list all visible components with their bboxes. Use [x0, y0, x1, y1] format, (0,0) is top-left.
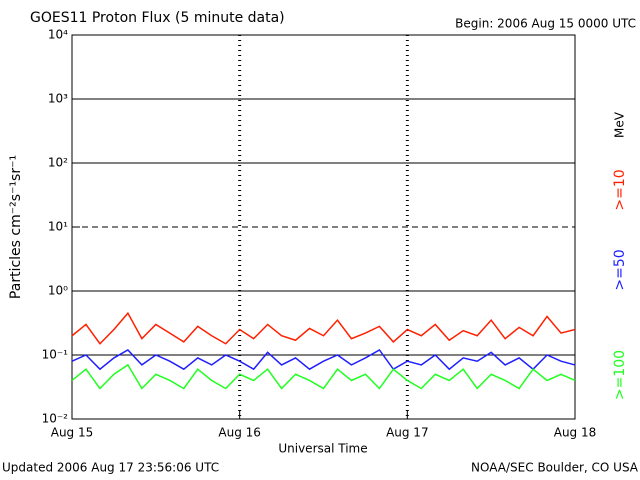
- x-tick-label: Aug 17: [386, 426, 429, 440]
- y-tick-label: 10⁴: [48, 28, 68, 42]
- legend-unit: MeV: [613, 111, 627, 138]
- x-tick-label: Aug 18: [554, 426, 597, 440]
- legend-entry: >=50: [612, 249, 628, 290]
- series-line: [71, 363, 576, 390]
- series-line: [71, 348, 576, 371]
- legend-entry: >=100: [612, 350, 628, 400]
- legend-entry: >=10: [612, 169, 628, 210]
- chart-subtitle: Begin: 2006 Aug 15 0000 UTC: [455, 17, 636, 31]
- series-line: [71, 311, 576, 345]
- footer-left: Updated 2006 Aug 17 23:56:06 UTC: [2, 461, 219, 475]
- y-tick-label: 10²: [48, 156, 68, 170]
- y-tick-label: 10⁻²: [42, 412, 69, 426]
- y-tick-label: 10³: [48, 92, 68, 106]
- x-tick-label: Aug 15: [51, 426, 94, 440]
- x-tick-label: Aug 16: [218, 426, 261, 440]
- x-axis-label: Universal Time: [278, 442, 367, 456]
- y-tick-label: 10¹: [48, 220, 68, 234]
- chart-title: GOES11 Proton Flux (5 minute data): [30, 10, 285, 26]
- y-tick-label: 10⁻¹: [42, 348, 69, 362]
- y-axis-label: Particles cm⁻²s⁻¹sr⁻¹: [8, 155, 24, 299]
- y-tick-label: 10⁰: [48, 284, 68, 298]
- footer-right: NOAA/SEC Boulder, CO USA: [471, 461, 639, 475]
